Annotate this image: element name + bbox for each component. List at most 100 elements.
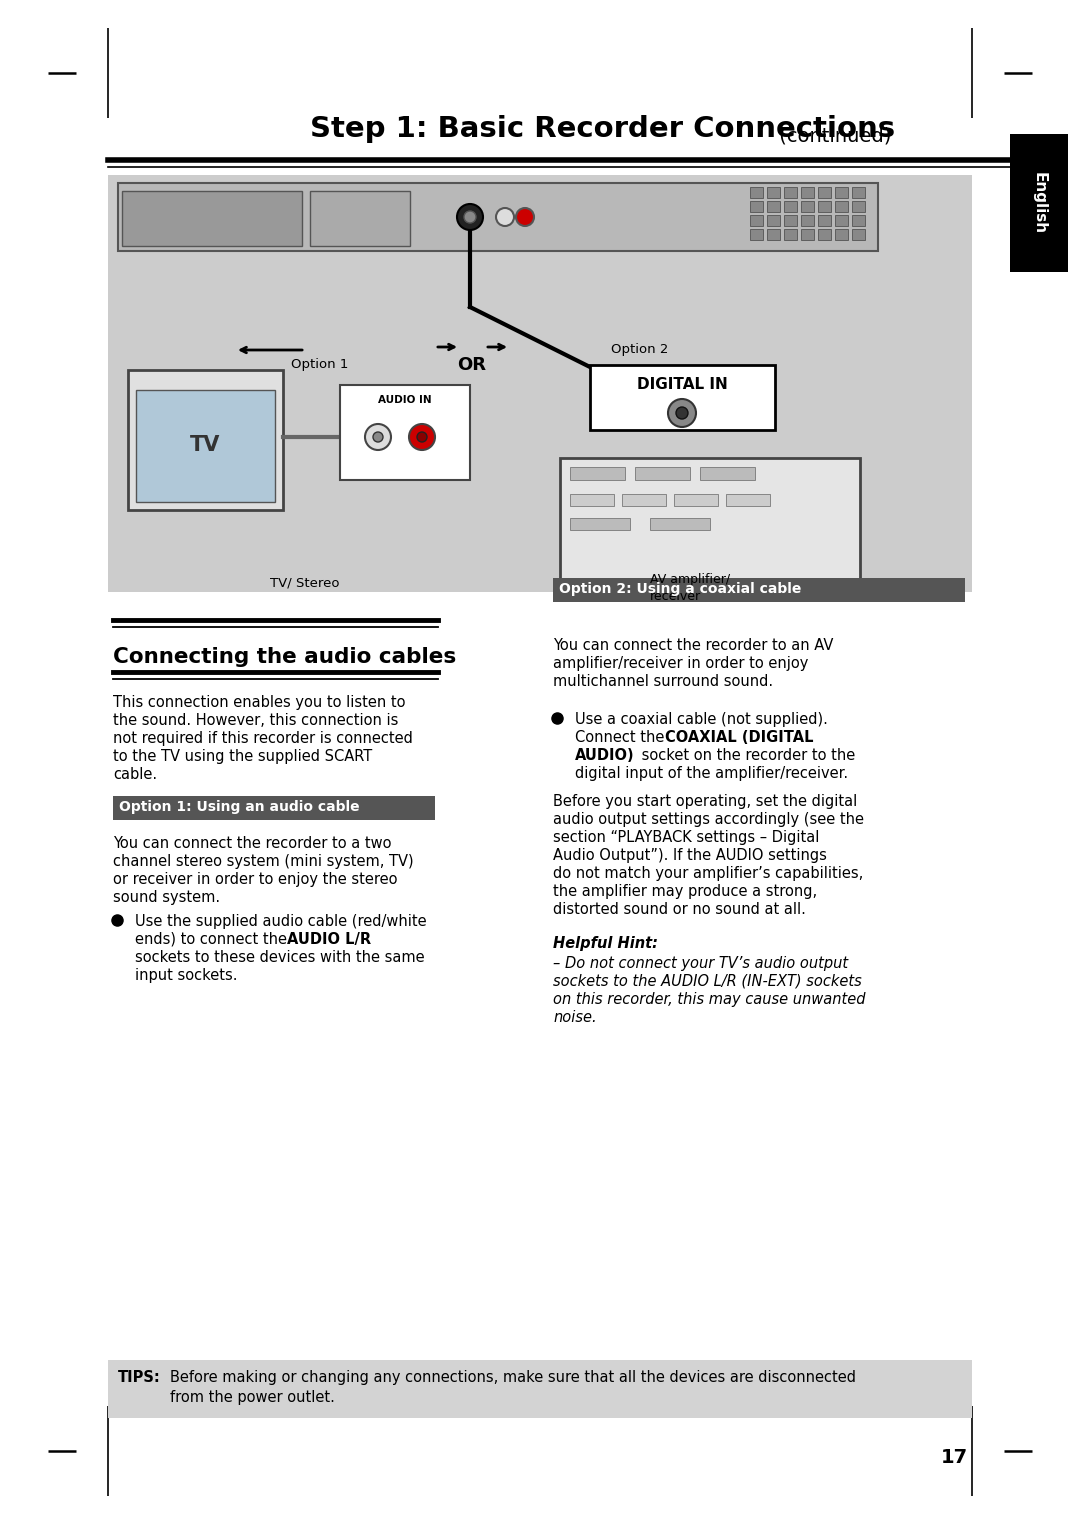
Text: You can connect the recorder to an AV: You can connect the recorder to an AV <box>553 639 834 652</box>
Text: distorted sound or no sound at all.: distorted sound or no sound at all. <box>553 902 806 917</box>
Text: Connect the: Connect the <box>575 730 669 745</box>
Circle shape <box>373 431 383 442</box>
Bar <box>818 229 831 239</box>
Text: the sound. However, this connection is: the sound. However, this connection is <box>113 713 399 728</box>
Text: input sockets.: input sockets. <box>135 968 238 983</box>
Bar <box>784 187 797 198</box>
Bar <box>818 201 831 212</box>
Circle shape <box>496 207 514 226</box>
Text: sockets to the AUDIO L/R (IN-EXT) sockets: sockets to the AUDIO L/R (IN-EXT) socket… <box>553 974 862 989</box>
Text: Audio Output”). If the AUDIO settings: Audio Output”). If the AUDIO settings <box>553 847 827 863</box>
Text: not required if this recorder is connected: not required if this recorder is connect… <box>113 732 413 747</box>
Bar <box>852 229 865 239</box>
Bar <box>818 187 831 198</box>
Text: – Do not connect your TV’s audio output: – Do not connect your TV’s audio output <box>553 956 848 971</box>
Text: Connecting the audio cables: Connecting the audio cables <box>113 648 456 668</box>
Text: COAXIAL (DIGITAL: COAXIAL (DIGITAL <box>665 730 813 745</box>
Bar <box>852 187 865 198</box>
Bar <box>113 796 435 820</box>
Bar <box>801 187 814 198</box>
Text: Option 2: Option 2 <box>611 343 669 357</box>
Text: AUDIO L/R: AUDIO L/R <box>287 933 372 946</box>
Text: sockets to these devices with the same: sockets to these devices with the same <box>135 949 424 965</box>
Bar <box>750 187 762 198</box>
Text: 17: 17 <box>941 1448 968 1468</box>
Bar <box>1010 134 1068 271</box>
Text: multichannel surround sound.: multichannel surround sound. <box>553 674 773 689</box>
Bar <box>852 201 865 212</box>
Text: OR: OR <box>458 357 486 373</box>
Text: sound system.: sound system. <box>113 890 220 905</box>
Bar <box>767 201 780 212</box>
Text: audio output settings accordingly (see the: audio output settings accordingly (see t… <box>553 812 864 828</box>
Bar <box>570 466 625 480</box>
Text: do not match your amplifier’s capabilities,: do not match your amplifier’s capabiliti… <box>553 866 863 881</box>
Text: (continued): (continued) <box>773 126 891 146</box>
Text: digital input of the amplifier/receiver.: digital input of the amplifier/receiver. <box>575 767 848 780</box>
Text: AUDIO IN: AUDIO IN <box>378 395 432 405</box>
Text: or receiver in order to enjoy the stereo: or receiver in order to enjoy the stereo <box>113 872 397 887</box>
Text: English: English <box>1031 172 1047 235</box>
Bar <box>635 466 690 480</box>
Bar <box>622 494 666 506</box>
Text: section “PLAYBACK settings – Digital: section “PLAYBACK settings – Digital <box>553 831 820 844</box>
Bar <box>108 175 972 591</box>
Text: Option 1: Option 1 <box>292 358 349 370</box>
Bar <box>553 578 966 602</box>
Bar <box>835 215 848 226</box>
Text: on this recorder, this may cause unwanted: on this recorder, this may cause unwante… <box>553 992 865 1007</box>
Text: ends) to connect the: ends) to connect the <box>135 933 292 946</box>
Text: noise.: noise. <box>553 1010 596 1026</box>
Bar <box>750 229 762 239</box>
Bar <box>750 215 762 226</box>
Circle shape <box>417 431 427 442</box>
Text: the amplifier may produce a strong,: the amplifier may produce a strong, <box>553 884 818 899</box>
Bar <box>129 370 283 511</box>
Text: socket on the recorder to the: socket on the recorder to the <box>637 748 855 764</box>
Text: Use the supplied audio cable (red/white: Use the supplied audio cable (red/white <box>135 914 427 930</box>
Text: TV: TV <box>190 434 220 456</box>
Text: This connection enables you to listen to: This connection enables you to listen to <box>113 695 405 710</box>
Bar <box>650 518 710 530</box>
Bar <box>700 466 755 480</box>
Bar <box>835 187 848 198</box>
Bar <box>767 187 780 198</box>
Text: TV/ Stereo: TV/ Stereo <box>270 576 340 588</box>
Bar <box>852 215 865 226</box>
Circle shape <box>409 424 435 450</box>
Circle shape <box>516 207 534 226</box>
Bar <box>801 229 814 239</box>
Text: AV amplifier/
receiver: AV amplifier/ receiver <box>650 573 730 604</box>
Bar <box>835 229 848 239</box>
Circle shape <box>464 210 476 223</box>
Bar <box>784 229 797 239</box>
Text: to the TV using the supplied SCART: to the TV using the supplied SCART <box>113 748 373 764</box>
Text: You can connect the recorder to a two: You can connect the recorder to a two <box>113 837 391 850</box>
Bar <box>570 518 630 530</box>
Bar <box>570 494 615 506</box>
Text: Helpful Hint:: Helpful Hint: <box>553 936 658 951</box>
Text: TIPS:: TIPS: <box>118 1370 161 1385</box>
Bar <box>767 215 780 226</box>
Bar <box>340 386 470 480</box>
Bar <box>118 183 878 251</box>
Bar <box>784 215 797 226</box>
Text: Before you start operating, set the digital: Before you start operating, set the digi… <box>553 794 858 809</box>
Bar <box>767 229 780 239</box>
Bar <box>801 215 814 226</box>
Bar <box>122 190 302 245</box>
Text: DIGITAL IN: DIGITAL IN <box>636 376 727 392</box>
Text: Use a coaxial cable (not supplied).: Use a coaxial cable (not supplied). <box>575 712 828 727</box>
Text: AUDIO): AUDIO) <box>575 748 635 764</box>
Text: cable.: cable. <box>113 767 157 782</box>
Bar <box>590 366 775 430</box>
Text: amplifier/receiver in order to enjoy: amplifier/receiver in order to enjoy <box>553 655 808 671</box>
Text: Option 2: Using a coaxial cable: Option 2: Using a coaxial cable <box>559 582 801 596</box>
Bar <box>801 201 814 212</box>
Circle shape <box>365 424 391 450</box>
Bar <box>136 390 275 501</box>
Bar <box>750 201 762 212</box>
Circle shape <box>669 399 696 427</box>
Bar <box>818 215 831 226</box>
Text: Step 1: Basic Recorder Connections: Step 1: Basic Recorder Connections <box>310 114 895 143</box>
